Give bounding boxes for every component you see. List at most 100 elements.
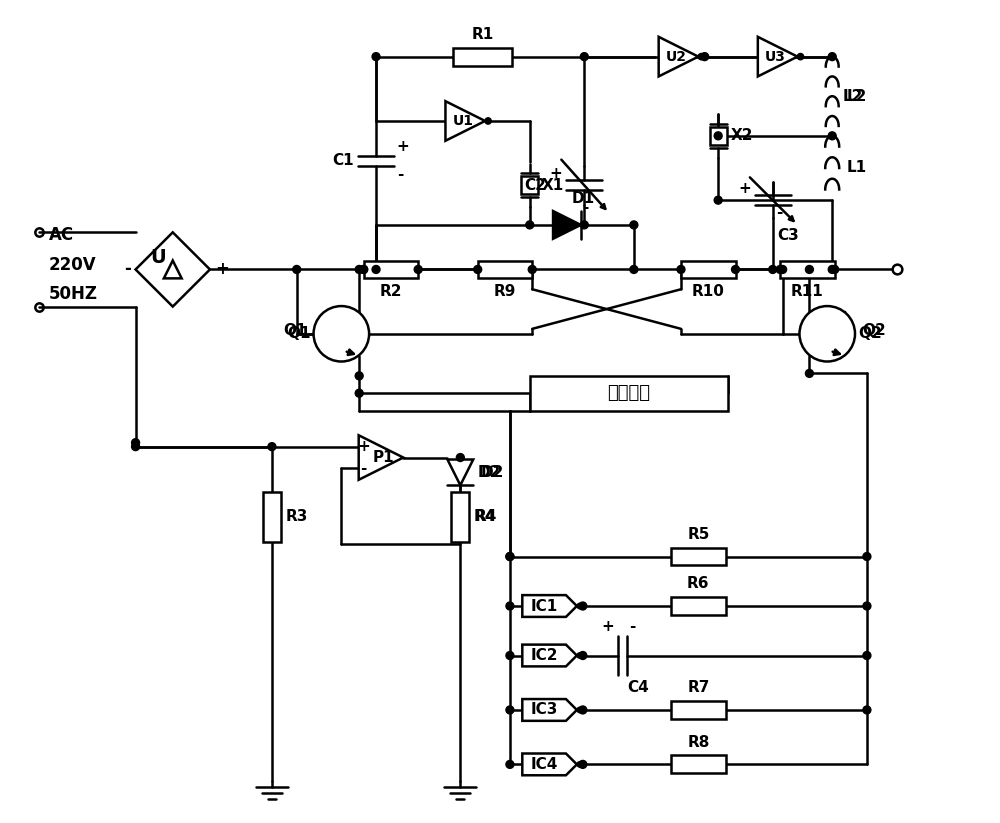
Bar bbox=[671, 597, 726, 615]
Bar bbox=[671, 547, 726, 565]
Text: D1: D1 bbox=[572, 191, 595, 206]
Circle shape bbox=[828, 53, 836, 61]
Circle shape bbox=[360, 266, 368, 273]
Text: R6: R6 bbox=[687, 576, 710, 591]
Circle shape bbox=[414, 266, 422, 273]
Circle shape bbox=[355, 389, 363, 398]
Text: -: - bbox=[776, 205, 782, 220]
Text: +: + bbox=[215, 260, 229, 278]
Text: P1: P1 bbox=[372, 450, 394, 465]
Text: C1: C1 bbox=[333, 153, 354, 168]
Circle shape bbox=[677, 266, 685, 273]
Circle shape bbox=[580, 53, 588, 61]
Polygon shape bbox=[359, 435, 403, 480]
Polygon shape bbox=[136, 232, 210, 307]
Text: IC2: IC2 bbox=[531, 648, 558, 663]
Polygon shape bbox=[553, 211, 581, 239]
Bar bbox=[453, 48, 512, 66]
Text: C4: C4 bbox=[627, 681, 649, 695]
Circle shape bbox=[863, 652, 871, 659]
Text: R10: R10 bbox=[692, 284, 725, 300]
Text: IC3: IC3 bbox=[531, 703, 558, 718]
Circle shape bbox=[456, 453, 464, 462]
Text: U3: U3 bbox=[765, 49, 786, 63]
Circle shape bbox=[732, 266, 739, 273]
Circle shape bbox=[630, 266, 638, 273]
Circle shape bbox=[779, 266, 787, 273]
Circle shape bbox=[528, 266, 536, 273]
Text: R4: R4 bbox=[474, 509, 497, 524]
Text: -: - bbox=[360, 461, 367, 477]
Circle shape bbox=[355, 372, 363, 380]
Circle shape bbox=[863, 706, 871, 714]
Circle shape bbox=[355, 266, 363, 273]
Circle shape bbox=[776, 266, 784, 273]
Text: +: + bbox=[601, 619, 614, 634]
Circle shape bbox=[698, 53, 704, 60]
Polygon shape bbox=[522, 754, 577, 775]
Text: +: + bbox=[397, 138, 410, 154]
Text: R3: R3 bbox=[286, 509, 308, 524]
Circle shape bbox=[714, 132, 722, 140]
Polygon shape bbox=[447, 459, 473, 486]
Text: -: - bbox=[397, 168, 403, 183]
Text: IC1: IC1 bbox=[531, 598, 558, 613]
Text: C3: C3 bbox=[778, 228, 799, 243]
Text: Q2: Q2 bbox=[862, 323, 886, 338]
Text: R5: R5 bbox=[687, 527, 710, 542]
Polygon shape bbox=[522, 595, 577, 617]
Text: R8: R8 bbox=[687, 735, 710, 750]
Circle shape bbox=[828, 132, 836, 140]
Bar bbox=[263, 492, 281, 542]
Bar bbox=[710, 127, 727, 145]
Circle shape bbox=[797, 53, 804, 60]
Text: R7: R7 bbox=[687, 680, 710, 695]
Circle shape bbox=[580, 221, 588, 229]
Circle shape bbox=[863, 552, 871, 560]
Text: U: U bbox=[150, 248, 166, 267]
Polygon shape bbox=[445, 101, 485, 141]
Circle shape bbox=[579, 706, 587, 714]
Circle shape bbox=[526, 221, 534, 229]
Circle shape bbox=[630, 221, 638, 229]
Circle shape bbox=[577, 761, 583, 767]
Bar bbox=[521, 176, 538, 194]
Text: D2: D2 bbox=[477, 465, 501, 480]
Bar bbox=[671, 701, 726, 718]
Text: -: - bbox=[629, 619, 636, 634]
Circle shape bbox=[293, 266, 301, 273]
Bar bbox=[451, 492, 469, 542]
Text: U1: U1 bbox=[453, 114, 474, 128]
Text: AC: AC bbox=[49, 226, 74, 244]
Bar bbox=[478, 261, 532, 278]
Circle shape bbox=[579, 760, 587, 769]
Text: Q2: Q2 bbox=[858, 326, 882, 342]
Text: +: + bbox=[738, 181, 751, 196]
Text: Q1: Q1 bbox=[287, 326, 311, 342]
Polygon shape bbox=[522, 699, 577, 721]
Text: L1: L1 bbox=[847, 160, 867, 175]
Circle shape bbox=[132, 439, 140, 447]
Circle shape bbox=[506, 602, 514, 610]
Circle shape bbox=[474, 266, 482, 273]
Text: 220V: 220V bbox=[49, 255, 96, 273]
Text: 恒流电路: 恒流电路 bbox=[607, 384, 650, 402]
Bar bbox=[780, 261, 835, 278]
Circle shape bbox=[863, 602, 871, 610]
Circle shape bbox=[579, 602, 587, 610]
Text: R9: R9 bbox=[494, 284, 516, 300]
Circle shape bbox=[714, 196, 722, 204]
Circle shape bbox=[485, 118, 491, 124]
Circle shape bbox=[506, 552, 514, 560]
Text: -: - bbox=[582, 200, 589, 215]
Circle shape bbox=[506, 552, 514, 560]
Text: L2: L2 bbox=[847, 89, 867, 104]
Text: R11: R11 bbox=[791, 284, 824, 300]
Circle shape bbox=[314, 306, 369, 361]
Text: 50HZ: 50HZ bbox=[49, 286, 98, 303]
Circle shape bbox=[506, 652, 514, 659]
Text: R4: R4 bbox=[473, 509, 496, 524]
Circle shape bbox=[799, 306, 855, 361]
Text: D2: D2 bbox=[480, 465, 504, 480]
Text: +: + bbox=[357, 439, 370, 454]
